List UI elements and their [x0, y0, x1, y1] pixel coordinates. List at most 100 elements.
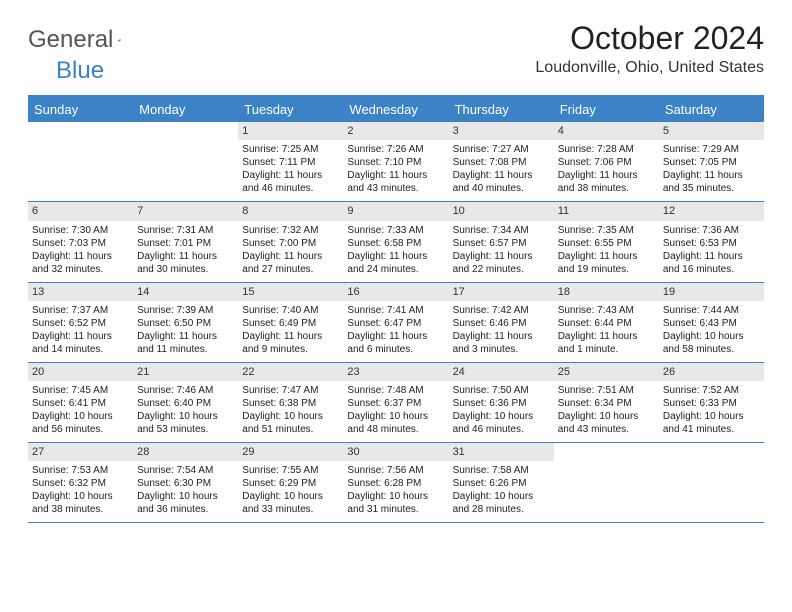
- daylight-text: Daylight: 11 hours and 27 minutes.: [242, 250, 339, 276]
- calendar-day-cell: [554, 443, 659, 523]
- daylight-text: Daylight: 10 hours and 58 minutes.: [663, 330, 760, 356]
- day-number: 23: [343, 363, 448, 381]
- sunrise-text: Sunrise: 7:35 AM: [558, 224, 655, 237]
- day-number: 31: [449, 443, 554, 461]
- calendar-week-row: 1Sunrise: 7:25 AMSunset: 7:11 PMDaylight…: [28, 122, 764, 202]
- sunset-text: Sunset: 6:55 PM: [558, 237, 655, 250]
- day-number: 16: [343, 283, 448, 301]
- day-header: Wednesday: [343, 96, 448, 122]
- day-number: 27: [28, 443, 133, 461]
- sunrise-text: Sunrise: 7:31 AM: [137, 224, 234, 237]
- calendar-day-cell: 23Sunrise: 7:48 AMSunset: 6:37 PMDayligh…: [343, 362, 448, 442]
- sunset-text: Sunset: 6:38 PM: [242, 397, 339, 410]
- daylight-text: Daylight: 10 hours and 43 minutes.: [558, 410, 655, 436]
- day-number: 21: [133, 363, 238, 381]
- calendar-day-cell: 31 Sunrise: 7:58 AMSunset: 6:26 PMDayligh…: [449, 443, 554, 523]
- sunrise-text: Sunrise: 7:54 AM: [137, 464, 234, 477]
- sunrise-text: Sunrise: 7:41 AM: [347, 304, 444, 317]
- calendar-day-cell: 4Sunrise: 7:28 AMSunset: 7:06 PMDaylight…: [554, 122, 659, 202]
- daylight-text: Daylight: 11 hours and 16 minutes.: [663, 250, 760, 276]
- daylight-text: Daylight: 11 hours and 43 minutes.: [347, 169, 444, 195]
- calendar-day-cell: 2Sunrise: 7:26 AMSunset: 7:10 PMDaylight…: [343, 122, 448, 202]
- calendar-day-cell: 24Sunrise: 7:50 AMSunset: 6:36 PMDayligh…: [449, 362, 554, 442]
- day-header: Friday: [554, 96, 659, 122]
- daylight-text: Daylight: 11 hours and 22 minutes.: [453, 250, 550, 276]
- calendar-day-cell: 26Sunrise: 7:52 AMSunset: 6:33 PMDayligh…: [659, 362, 764, 442]
- sunrise-text: Sunrise: 7:50 AM: [453, 384, 550, 397]
- sunrise-text: Sunrise: 7:33 AM: [347, 224, 444, 237]
- sunrise-text: Sunrise: 7:45 AM: [32, 384, 129, 397]
- day-number: 22: [238, 363, 343, 381]
- calendar-day-cell: 1Sunrise: 7:25 AMSunset: 7:11 PMDaylight…: [238, 122, 343, 202]
- calendar-week-row: 27Sunrise: 7:53 AMSunset: 6:32 PMDayligh…: [28, 443, 764, 523]
- daylight-text: Daylight: 11 hours and 1 minute.: [558, 330, 655, 356]
- daylight-text: Daylight: 10 hours and 56 minutes.: [32, 410, 129, 436]
- calendar-day-cell: 8Sunrise: 7:32 AMSunset: 7:00 PMDaylight…: [238, 202, 343, 282]
- day-number: 5: [659, 122, 764, 140]
- sunrise-text: Sunrise: 7:25 AM: [242, 143, 339, 156]
- calendar-day-cell: 17Sunrise: 7:42 AMSunset: 6:46 PMDayligh…: [449, 282, 554, 362]
- day-number: 17: [449, 283, 554, 301]
- day-number: 12: [659, 202, 764, 220]
- calendar-day-cell: 25Sunrise: 7:51 AMSunset: 6:34 PMDayligh…: [554, 362, 659, 442]
- sunrise-text: Sunrise: 7:58 AM: [453, 464, 550, 477]
- sunset-text: Sunset: 6:37 PM: [347, 397, 444, 410]
- calendar-day-cell: 13Sunrise: 7:37 AMSunset: 6:52 PMDayligh…: [28, 282, 133, 362]
- sunset-text: Sunset: 6:43 PM: [663, 317, 760, 330]
- sunset-text: Sunset: 7:03 PM: [32, 237, 129, 250]
- calendar-body: 1Sunrise: 7:25 AMSunset: 7:11 PMDaylight…: [28, 122, 764, 523]
- calendar-day-cell: 22Sunrise: 7:47 AMSunset: 6:38 PMDayligh…: [238, 362, 343, 442]
- day-number: 20: [28, 363, 133, 381]
- calendar-page: General October 2024 Loudonville, Ohio, …: [0, 0, 792, 543]
- title-block: October 2024 Loudonville, Ohio, United S…: [535, 20, 764, 77]
- day-header: Monday: [133, 96, 238, 122]
- calendar-day-cell: 21Sunrise: 7:46 AMSunset: 6:40 PMDayligh…: [133, 362, 238, 442]
- sunset-text: Sunset: 6:44 PM: [558, 317, 655, 330]
- calendar-day-cell: 7 Sunrise: 7:31 AMSunset: 7:01 PMDaylight…: [133, 202, 238, 282]
- calendar-day-cell: [659, 443, 764, 523]
- day-number: 13: [28, 283, 133, 301]
- sunset-text: Sunset: 6:41 PM: [32, 397, 129, 410]
- sunrise-text: Sunrise: 7:48 AM: [347, 384, 444, 397]
- sunrise-text: Sunrise: 7:37 AM: [32, 304, 129, 317]
- day-number: 19: [659, 283, 764, 301]
- day-number: 30: [343, 443, 448, 461]
- daylight-text: Daylight: 11 hours and 46 minutes.: [242, 169, 339, 195]
- day-number: 8: [238, 202, 343, 220]
- sunset-text: Sunset: 6:26 PM: [453, 477, 550, 490]
- daylight-text: Daylight: 11 hours and 3 minutes.: [453, 330, 550, 356]
- sunset-text: Sunset: 6:36 PM: [453, 397, 550, 410]
- sunrise-text: Sunrise: 7:29 AM: [663, 143, 760, 156]
- daylight-text: Daylight: 11 hours and 6 minutes.: [347, 330, 444, 356]
- sunset-text: Sunset: 6:34 PM: [558, 397, 655, 410]
- sunset-text: Sunset: 7:01 PM: [137, 237, 234, 250]
- sunset-text: Sunset: 7:11 PM: [242, 156, 339, 169]
- calendar-day-cell: 3Sunrise: 7:27 AMSunset: 7:08 PMDaylight…: [449, 122, 554, 202]
- sunrise-text: Sunrise: 7:42 AM: [453, 304, 550, 317]
- calendar-day-cell: 9Sunrise: 7:33 AMSunset: 6:58 PMDaylight…: [343, 202, 448, 282]
- sunset-text: Sunset: 7:05 PM: [663, 156, 760, 169]
- day-number: 25: [554, 363, 659, 381]
- calendar-table: SundayMondayTuesdayWednesdayThursdayFrid…: [28, 95, 764, 523]
- sunset-text: Sunset: 6:57 PM: [453, 237, 550, 250]
- daylight-text: Daylight: 11 hours and 14 minutes.: [32, 330, 129, 356]
- daylight-text: Daylight: 10 hours and 38 minutes.: [32, 490, 129, 516]
- daylight-text: Daylight: 11 hours and 9 minutes.: [242, 330, 339, 356]
- sunset-text: Sunset: 6:32 PM: [32, 477, 129, 490]
- daylight-text: Daylight: 11 hours and 19 minutes.: [558, 250, 655, 276]
- day-header: Thursday: [449, 96, 554, 122]
- location: Loudonville, Ohio, United States: [535, 59, 764, 77]
- calendar-day-cell: 27Sunrise: 7:53 AMSunset: 6:32 PMDayligh…: [28, 443, 133, 523]
- daylight-text: Daylight: 11 hours and 11 minutes.: [137, 330, 234, 356]
- daylight-text: Daylight: 11 hours and 32 minutes.: [32, 250, 129, 276]
- sunset-text: Sunset: 6:47 PM: [347, 317, 444, 330]
- daylight-text: Daylight: 10 hours and 28 minutes.: [453, 490, 550, 516]
- daylight-text: Daylight: 10 hours and 46 minutes.: [453, 410, 550, 436]
- daylight-text: Daylight: 11 hours and 30 minutes.: [137, 250, 234, 276]
- day-number: 28: [133, 443, 238, 461]
- day-number: 7: [133, 202, 238, 220]
- calendar-day-cell: 11Sunrise: 7:35 AMSunset: 6:55 PMDayligh…: [554, 202, 659, 282]
- logo-triangle-icon: [117, 32, 121, 48]
- day-number: 26: [659, 363, 764, 381]
- sunset-text: Sunset: 6:53 PM: [663, 237, 760, 250]
